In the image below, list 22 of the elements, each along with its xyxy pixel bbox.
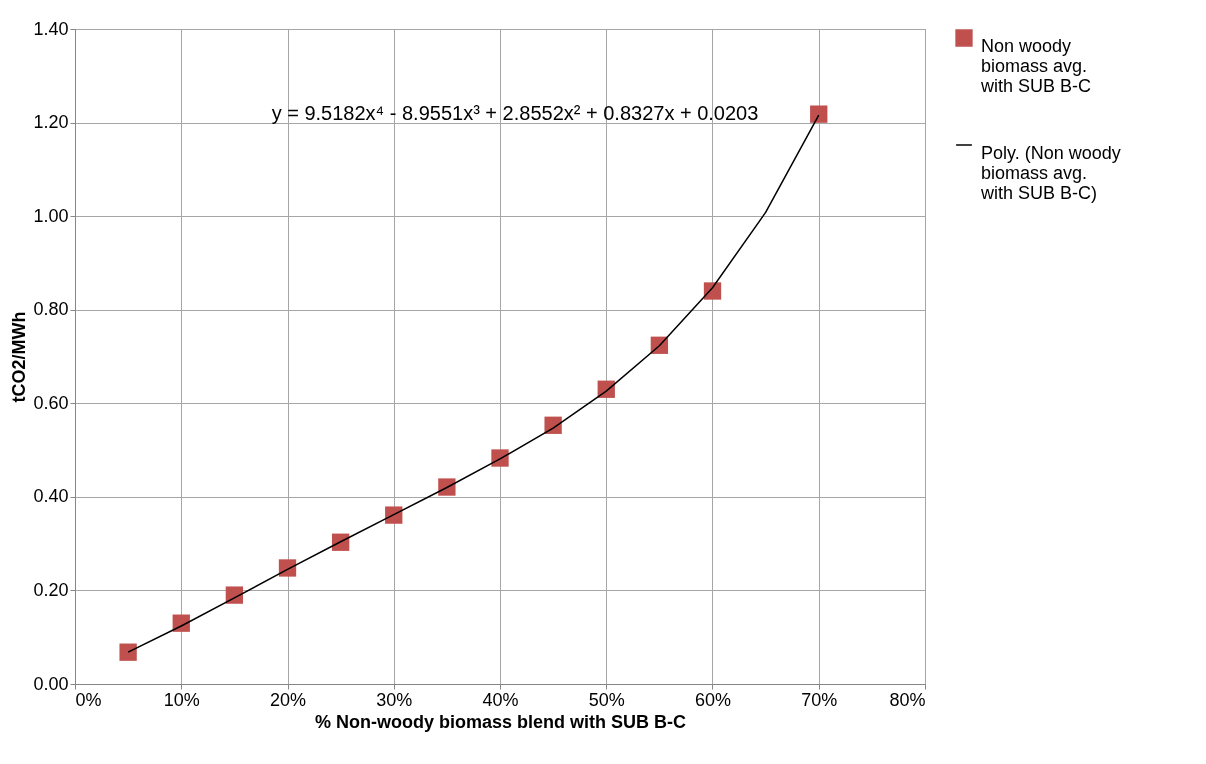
annotation: y = 9.5182x⁴ - 8.9551x³ + 2.8552x² + 0.8327x + 0.0203 [271,102,759,124]
y-tick-label: 0.80 [33,299,69,320]
x-tick-label: 30% [376,689,413,710]
x-tick-label: 20% [269,689,307,710]
x-tick-label: 70% [801,689,838,710]
x-tick-label: 40% [482,689,519,710]
y-axis-title: tCO2/MWh [9,311,30,403]
y-tick-label: 0.00 [33,673,69,694]
x-axis-title: % Non-woody biomass blend with SUB B-C [314,711,687,732]
y-tick-label: 1.00 [33,205,69,226]
y-tick-label: 0.20 [33,579,69,600]
x-tick-label: 80% [889,689,926,710]
y-tick-label: 1.40 [33,18,69,39]
x-tick-label: 10% [163,689,200,710]
legend-label: Non woody biomass avg. with SUB B-C [980,36,1092,96]
x-tick-label: 50% [588,689,625,710]
y-tick-label: 1.20 [33,112,69,133]
y-tick-label: 0.60 [33,392,69,413]
x-tick-label: 60% [694,689,732,710]
y-tick-label: 0.40 [33,486,69,507]
x-tick-label: 0% [75,689,102,710]
legend-label: Poly. (Non woody biomass avg. with SUB B-C) [980,143,1121,203]
